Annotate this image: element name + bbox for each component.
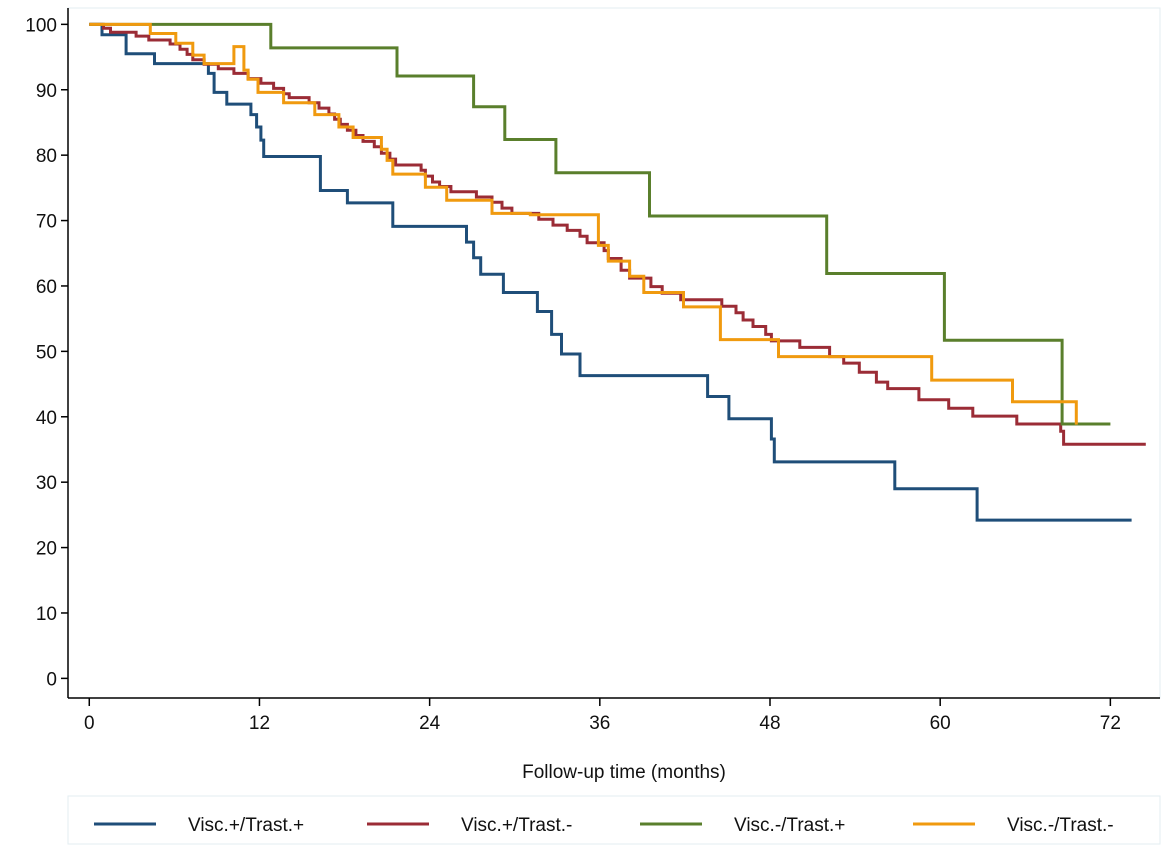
y-tick-label: 20 [36,539,57,560]
series-line [89,22,1111,426]
y-tick-label: 90 [36,81,57,102]
y-tick-label: 0 [46,669,57,690]
legend-label: Visc.-/Trast.+ [734,815,845,836]
y-axis: 0 10 20 30 40 50 60 70 80 90 100 [25,8,69,698]
x-axis: 0 12 24 36 48 60 72 [68,697,1160,734]
x-tick-label: 48 [759,713,780,734]
y-tick-label: 40 [36,408,57,429]
series-layer [89,22,1146,522]
series-line [89,22,1078,425]
x-axis-title: Follow-up time (months) [522,762,726,783]
y-tick-label: 30 [36,473,57,494]
series-line [89,22,1146,446]
y-tick-label: 80 [36,146,57,167]
x-tick-label: 72 [1100,713,1121,734]
x-tick-label: 36 [589,713,610,734]
y-tick-label: 10 [36,604,57,625]
legend-box [67,795,1161,845]
legend-label: Visc.+/Trast.+ [188,815,304,836]
x-tick-label: 0 [84,713,95,734]
series-line [89,22,1132,522]
y-tick-label: 50 [36,342,57,363]
y-tick-label: 100 [25,15,57,36]
plot-area [67,7,1161,699]
x-tick-label: 24 [419,713,441,734]
y-tick-label: 60 [36,277,57,298]
legend-label: Visc.+/Trast.- [461,815,572,836]
y-tick-label: 70 [36,212,57,233]
legend-label: Visc.-/Trast.- [1007,815,1114,836]
legend: Visc.+/Trast.+ Visc.+/Trast.- Visc.-/Trast… [67,795,1161,845]
x-tick-label: 60 [930,713,951,734]
x-tick-label: 12 [249,713,270,734]
